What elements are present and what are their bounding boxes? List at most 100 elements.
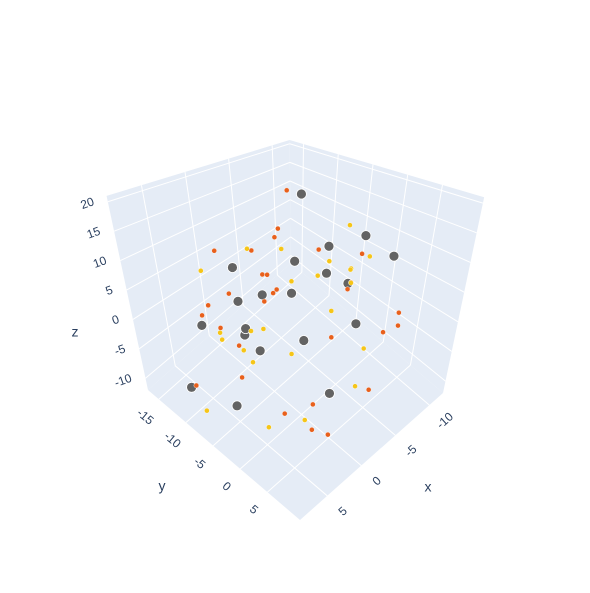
point	[388, 250, 400, 262]
point	[323, 240, 335, 252]
grid-line	[174, 365, 328, 497]
point	[226, 290, 232, 297]
grid-line	[290, 236, 453, 352]
point	[217, 330, 223, 336]
point	[260, 326, 267, 332]
point	[324, 388, 335, 399]
grid-line	[132, 217, 291, 320]
grid-line	[138, 236, 292, 350]
grid-line	[212, 318, 357, 447]
point	[236, 342, 242, 349]
z-axis-title: z	[72, 324, 79, 340]
point	[326, 258, 333, 264]
point	[196, 319, 208, 331]
point	[302, 417, 308, 423]
point	[204, 407, 210, 414]
point	[347, 266, 354, 273]
point	[217, 325, 224, 331]
point	[227, 262, 238, 273]
point	[205, 302, 211, 309]
grid-line	[289, 143, 484, 204]
point	[266, 424, 272, 430]
point	[193, 382, 200, 389]
point	[380, 329, 386, 335]
y-tick-label: -10	[161, 429, 184, 451]
grid-line	[290, 199, 465, 293]
grid-line	[243, 304, 396, 436]
grid-line	[301, 144, 304, 273]
point	[219, 336, 225, 343]
y-tick-label: 0	[220, 479, 234, 494]
y-tick-label: -15	[134, 406, 157, 428]
point	[396, 309, 402, 316]
z-tick-label: 5	[104, 283, 115, 299]
y-axis-title: y	[159, 478, 166, 494]
point	[309, 427, 315, 433]
point	[321, 267, 332, 279]
point	[298, 335, 310, 346]
point	[325, 431, 331, 438]
point	[310, 401, 316, 408]
point	[264, 272, 270, 278]
point	[344, 286, 351, 292]
point	[286, 287, 297, 299]
point	[244, 246, 250, 252]
grid-line	[158, 271, 303, 400]
grid-line	[409, 184, 443, 366]
grid-line	[126, 199, 291, 291]
point	[256, 289, 268, 301]
point	[270, 290, 276, 296]
z-tick-label: 10	[91, 253, 109, 271]
point	[367, 253, 373, 260]
point	[352, 383, 358, 389]
y-tick-label: 5	[247, 502, 261, 517]
point	[328, 308, 334, 314]
grid-line	[113, 161, 291, 232]
point	[259, 271, 266, 278]
point	[198, 268, 204, 274]
point	[359, 251, 365, 257]
grid-line	[185, 295, 330, 423]
point	[273, 286, 280, 293]
point	[348, 280, 354, 286]
z-tick-label: 20	[79, 194, 97, 212]
point	[211, 248, 217, 254]
grid-line	[140, 185, 176, 366]
point	[360, 345, 367, 352]
point	[271, 234, 278, 240]
point	[275, 225, 281, 232]
point	[365, 387, 372, 393]
grid-line	[277, 274, 430, 406]
point	[239, 374, 245, 381]
grid-line	[107, 143, 290, 203]
point	[288, 351, 295, 357]
grid-line	[184, 171, 210, 336]
x-axis-title: x	[425, 479, 432, 495]
grid-line	[120, 180, 291, 262]
z-tick-label: -5	[113, 341, 128, 358]
grid-line	[228, 158, 244, 306]
point	[315, 272, 321, 279]
point	[231, 400, 243, 412]
x-tick-label: -5	[402, 442, 420, 460]
point	[250, 359, 256, 365]
grid-line	[289, 161, 477, 234]
grid-line	[289, 180, 471, 263]
point	[248, 328, 254, 334]
point	[347, 222, 353, 228]
x-tick-label: 0	[370, 473, 385, 488]
z-tick-label: -10	[113, 371, 134, 390]
y-tick-label: -5	[191, 454, 208, 472]
z-tick-label: 15	[85, 224, 103, 242]
point	[395, 322, 401, 329]
x-tick-label: 5	[336, 504, 351, 519]
point	[360, 230, 372, 242]
point	[241, 347, 247, 354]
grid-line	[267, 364, 411, 493]
point	[199, 312, 205, 319]
point	[296, 188, 307, 200]
grid-line	[271, 145, 278, 276]
point	[254, 345, 266, 357]
x-tick-label: -10	[434, 409, 456, 431]
